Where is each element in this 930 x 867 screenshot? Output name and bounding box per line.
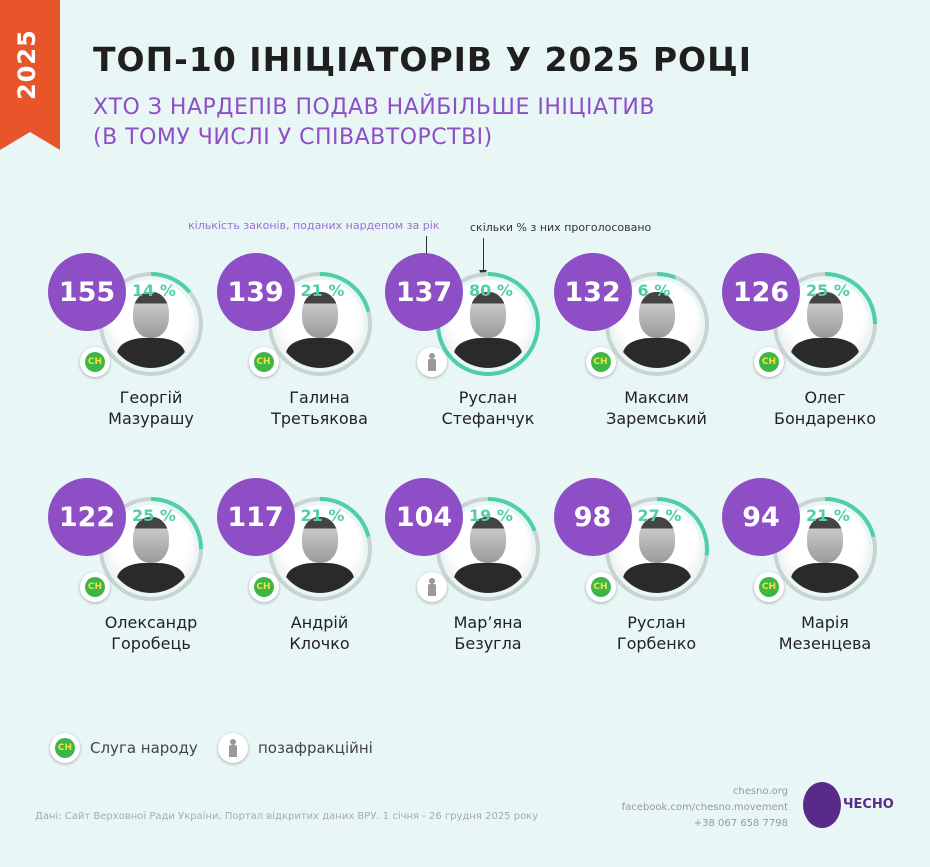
count-circle: 117: [216, 478, 295, 556]
ring-progress: [267, 272, 372, 376]
percent-label: 25 %: [806, 281, 850, 300]
sluha-badge-icon: СН: [585, 347, 616, 377]
mp-card: 139 21 % СН Галина Третьякова: [215, 253, 385, 478]
percent-label: 19 %: [469, 506, 513, 525]
count-circle: 132: [553, 253, 632, 331]
legend-independent: позафракційні: [218, 733, 373, 763]
legend-sluha: СН Слуга народу: [50, 733, 198, 763]
mp-photo: [275, 505, 364, 593]
phone: +38 067 658 7798: [693, 818, 788, 829]
mp-card: 104 19 % Мар’яна Безугла: [383, 478, 553, 703]
percent-label: 14 %: [132, 281, 176, 300]
count-circle: 155: [48, 253, 126, 331]
mp-card: 126 25 % СН Олег Бондаренко: [720, 253, 890, 478]
website-link[interactable]: chesno.org: [732, 786, 788, 797]
percent-label: 27 %: [637, 506, 682, 525]
mp-card: 155 14 % СН Георгій Мазурашу: [46, 253, 216, 478]
ring-progress: [604, 272, 709, 376]
ring-progress: [267, 497, 372, 601]
count-circle: 122: [48, 478, 126, 556]
mp-name: Андрій Клочко: [289, 613, 350, 653]
mp-card: 94 21 % СН Марія Мезенцева: [720, 478, 890, 703]
sluha-badge-icon: СН: [80, 572, 110, 602]
person-icon: [417, 572, 447, 602]
mp-name: Галина Третьякова: [271, 388, 368, 428]
mp-name: Руслан Стефанчук: [441, 388, 535, 428]
sluha-badge-icon: СН: [754, 572, 784, 602]
percent-label: 21 %: [806, 506, 850, 525]
count-circle: 126: [722, 253, 800, 331]
chesno-logo-icon: [803, 782, 841, 828]
mp-card: 137 80 % Руслан Стефанчук: [383, 253, 553, 478]
sluha-badge-icon: СН: [50, 733, 80, 763]
sluha-badge-icon: СН: [248, 347, 279, 377]
ring-progress: [99, 497, 203, 601]
year-tab: 2025: [0, 0, 60, 150]
sluha-badge-icon: СН: [80, 347, 110, 377]
ring-progress: [99, 272, 203, 376]
mp-name: Руслан Горбенко: [616, 613, 697, 653]
mp-card: 117 21 % СН Андрій Клочко: [215, 478, 385, 703]
count-circle: 139: [216, 253, 295, 331]
sluha-badge-icon: СН: [754, 347, 784, 377]
percent-label: 25 %: [132, 506, 176, 525]
count-circle: 104: [385, 478, 463, 556]
mp-photo: [781, 505, 869, 593]
ring-progress: [773, 272, 877, 376]
mp-card: 122 25 % СН Олександр Горобець: [46, 478, 216, 703]
mp-name: Олег Бондаренко: [773, 388, 876, 428]
sluha-badge-icon: СН: [248, 572, 279, 602]
percent-label: 80 %: [469, 281, 513, 300]
ring-progress: [773, 497, 877, 601]
person-icon: [218, 733, 248, 763]
page-subtitle: ХТО З НАРДЕПІВ ПОДАВ НАЙБІЛЬШЕ ІНІЦІАТИВ…: [93, 95, 655, 150]
percent-label: 21 %: [300, 281, 345, 300]
mp-photo: [107, 505, 195, 593]
count-circle: 94: [722, 478, 800, 556]
mp-name: Мар’яна Безугла: [453, 613, 523, 653]
page-title: ТОП-10 ІНІЦІАТОРІВ У 2025 РОЦІ: [93, 40, 752, 79]
count-circle: 137: [385, 253, 463, 331]
sluha-badge-icon: СН: [585, 572, 616, 602]
count-circle: 98: [553, 478, 632, 556]
contacts: chesno.org facebook.com/chesno.movement …: [622, 784, 788, 832]
mp-photo: [781, 280, 869, 368]
mp-card: 132 6 % СН Максим Заремський: [552, 253, 722, 478]
logo-text: ЧЕСНО: [843, 797, 894, 812]
count-note: кількість законів, поданих нардепом за р…: [188, 219, 440, 232]
percent-label: 21 %: [300, 506, 345, 525]
mp-name: Марія Мезенцева: [778, 613, 872, 653]
mp-name: Олександр Горобець: [104, 613, 198, 653]
mp-photo: [275, 280, 364, 368]
person-icon: [417, 347, 447, 377]
mp-name: Максим Заремський: [606, 388, 707, 428]
source-note: Дані: Сайт Верховної Ради України, Порта…: [35, 811, 539, 822]
percent-label: 6 %: [637, 281, 671, 300]
facebook-link[interactable]: facebook.com/chesno.movement: [621, 802, 788, 813]
ring-progress: [436, 497, 540, 601]
mp-card: 98 27 % СН Руслан Горбенко: [552, 478, 722, 703]
ring-progress: [604, 497, 709, 601]
percent-note: скільки % з них проголосовано: [470, 221, 652, 234]
mp-name: Георгій Мазурашу: [108, 388, 194, 428]
